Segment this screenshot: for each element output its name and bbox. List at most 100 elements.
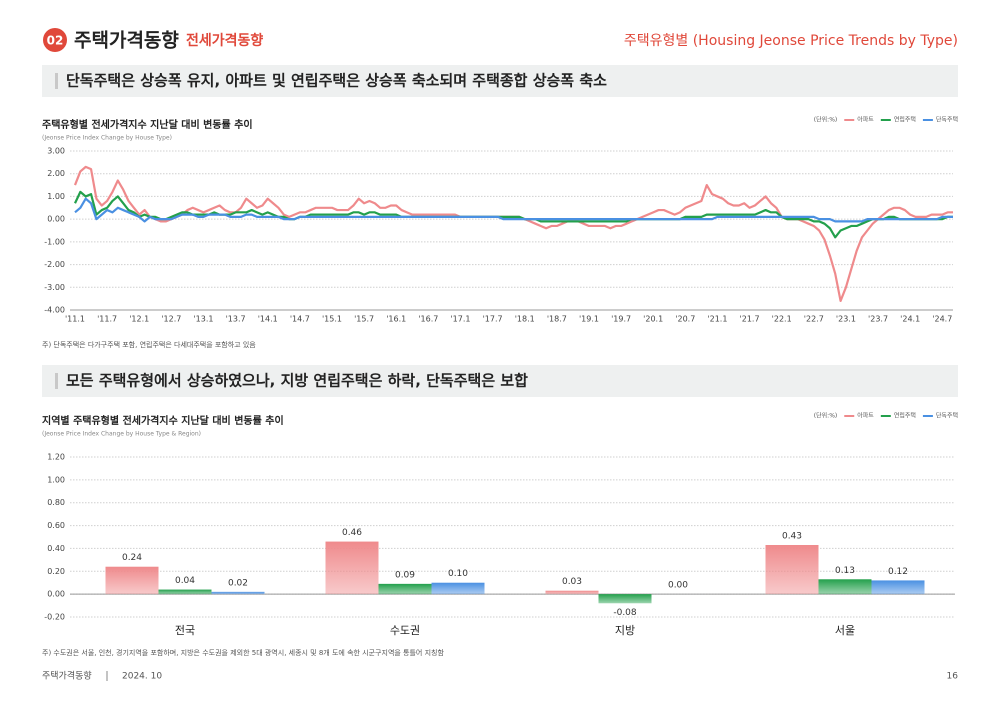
bar — [378, 583, 432, 595]
headline-box — [42, 65, 958, 97]
data-label: 0.43 — [782, 532, 802, 542]
data-label: 0.04 — [175, 576, 195, 586]
data-label: 0.13 — [835, 566, 855, 576]
series-line — [73, 165, 953, 303]
y-tick-label: 1.00 — [47, 475, 65, 484]
chart-subtitle: (Jeonse Price Index Change by House Type… — [42, 431, 201, 438]
x-tick-label: '11.7 — [97, 315, 117, 324]
header-right-title: 주택유형별 (Housing Jeonse Price Trends by Ty… — [624, 33, 958, 49]
x-tick-label: '21.1 — [707, 315, 727, 324]
bar — [105, 566, 159, 595]
bar — [545, 590, 599, 595]
x-tick-label: '23.7 — [868, 315, 888, 324]
x-tick-label: '16.1 — [386, 315, 406, 324]
note: 주) 단독주택은 다가구주택 포함, 연립주택은 다세대주택을 포함하고 있음 — [42, 340, 256, 349]
headline-bar — [55, 373, 58, 389]
y-tick-label: -3.00 — [44, 283, 65, 292]
bar — [871, 580, 925, 595]
legend-label: 아파트 — [857, 116, 874, 124]
x-tick-label: '15.1 — [322, 315, 342, 324]
legend-unit: (단위:%) — [814, 116, 837, 124]
legend-label: 연립주택 — [894, 116, 916, 124]
x-tick-label: '18.7 — [547, 315, 567, 324]
x-tick-label: '22.7 — [804, 315, 824, 324]
x-tick-label: '22.1 — [772, 315, 792, 324]
headline-bar — [55, 73, 58, 89]
data-label: 0.10 — [448, 569, 468, 579]
y-tick-label: 0.00 — [47, 215, 65, 224]
x-tick-label: '19.1 — [579, 315, 599, 324]
x-tick-label: '20.7 — [675, 315, 695, 324]
legend-label: 연립주택 — [894, 412, 916, 420]
legend-label: 단독주택 — [936, 412, 958, 420]
y-tick-label: -2.00 — [44, 260, 65, 269]
legend-label: 단독주택 — [936, 116, 958, 124]
data-label: 0.24 — [122, 553, 142, 563]
legend-label: 아파트 — [857, 412, 874, 420]
data-label: 0.02 — [228, 578, 248, 588]
chart-title: 지역별 주택유형별 전세가격지수 지난달 대비 변동률 추이 — [42, 414, 284, 427]
bar — [598, 594, 652, 604]
chart-title: 주택유형별 전세가격지수 지난달 대비 변동률 추이 — [42, 118, 253, 131]
y-tick-label: 0.20 — [47, 567, 65, 576]
header-number: 02 — [47, 34, 64, 48]
y-tick-label: 3.00 — [47, 147, 65, 156]
x-tick-label: 서울 — [835, 624, 855, 637]
headline-box — [42, 365, 958, 397]
bar — [818, 579, 872, 595]
data-label: 0.03 — [562, 577, 582, 587]
x-tick-label: '12.7 — [161, 315, 181, 324]
section-headline: 모든 주택유형에서 상승하였으나, 지방 연립주택은 하락, 단독주택은 보합 — [66, 372, 528, 390]
y-tick-label: 2.00 — [47, 169, 65, 178]
y-tick-label: 0.00 — [47, 590, 65, 599]
x-tick-label: '13.7 — [226, 315, 246, 324]
x-tick-label: '11.1 — [65, 315, 85, 324]
x-tick-label: '18.1 — [515, 315, 535, 324]
y-tick-label: -0.20 — [44, 613, 65, 622]
y-tick-label: 0.40 — [47, 544, 65, 553]
header-title: 주택가격동향 — [74, 30, 179, 52]
bar — [211, 591, 265, 595]
data-label: 0.12 — [888, 567, 908, 577]
x-tick-label: '17.1 — [450, 315, 470, 324]
y-tick-label: 0.60 — [47, 521, 65, 530]
x-tick-label: '15.7 — [354, 315, 374, 324]
x-tick-label: '16.7 — [418, 315, 438, 324]
data-label: 0.46 — [342, 528, 362, 538]
y-tick-label: 1.00 — [47, 192, 65, 201]
chart-subtitle: (Jeonse Price Index Change by House Type… — [42, 135, 172, 142]
footer-date: 2024. 10 — [122, 672, 162, 682]
bar — [765, 545, 819, 595]
series-line — [74, 197, 953, 223]
footer-left: 주택가격동향 — [42, 670, 92, 682]
footer-page: 16 — [947, 672, 959, 682]
x-tick-label: '17.7 — [483, 315, 503, 324]
bar — [158, 589, 212, 595]
x-tick-label: '19.7 — [611, 315, 631, 324]
x-tick-label: '24.1 — [900, 315, 920, 324]
data-label: -0.08 — [613, 608, 637, 618]
y-tick-label: -1.00 — [44, 237, 65, 246]
legend-unit: (단위:%) — [814, 412, 837, 420]
data-label: 0.00 — [668, 581, 688, 591]
y-tick-label: 0.80 — [47, 498, 65, 507]
x-tick-label: '14.1 — [258, 315, 278, 324]
x-tick-label: '13.1 — [193, 315, 213, 324]
x-tick-label: '14.7 — [290, 315, 310, 324]
x-tick-label: '12.1 — [129, 315, 149, 324]
x-tick-label: 수도권 — [390, 624, 420, 637]
x-tick-label: '21.7 — [740, 315, 760, 324]
header-subtitle: 전세가격동향 — [186, 32, 263, 49]
x-tick-label: '23.1 — [836, 315, 856, 324]
bar — [325, 541, 379, 595]
x-tick-label: 지방 — [615, 624, 635, 637]
x-tick-label: '24.7 — [932, 315, 952, 324]
section-headline: 단독주택은 상승폭 유지, 아파트 및 연립주택은 상승폭 축소되며 주택종합 … — [66, 72, 607, 90]
x-tick-label: '20.1 — [643, 315, 663, 324]
note: 주) 수도권은 서울, 인천, 경기지역을 포함하며, 지방은 수도권을 제외한… — [42, 648, 444, 657]
y-tick-label: 1.20 — [47, 453, 65, 462]
x-tick-label: 전국 — [175, 624, 195, 637]
data-label: 0.09 — [395, 570, 415, 580]
bar — [431, 582, 485, 595]
